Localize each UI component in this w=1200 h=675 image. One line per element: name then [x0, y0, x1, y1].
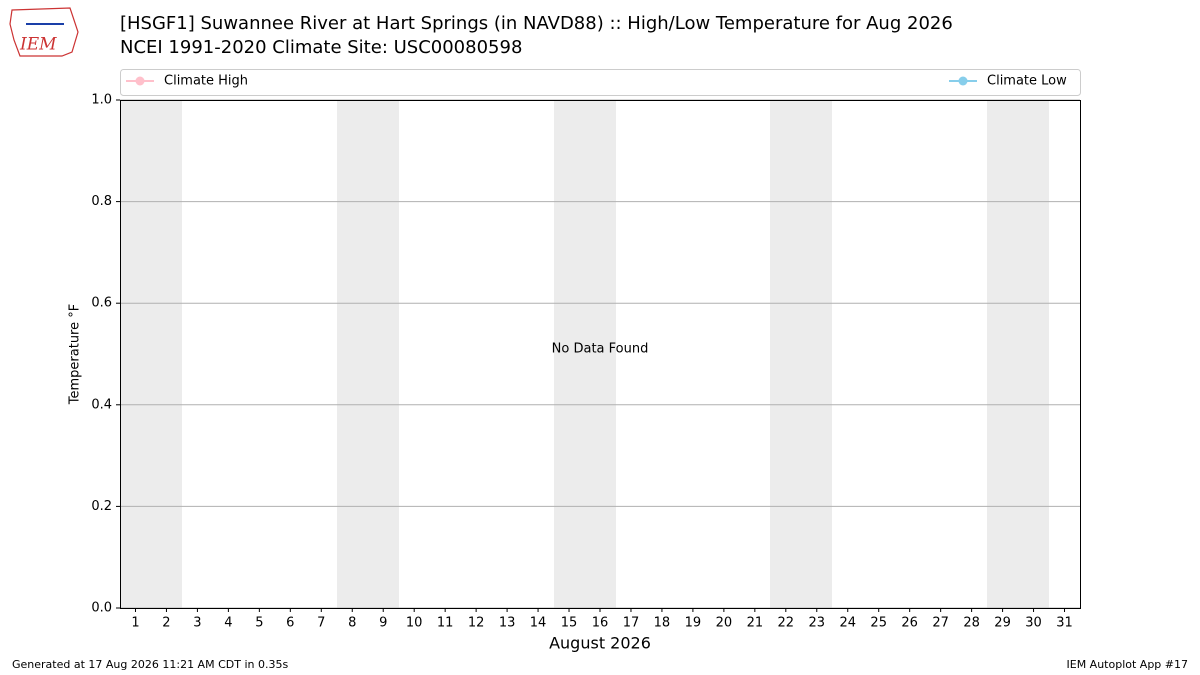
annotation: No Data Found [552, 342, 649, 357]
x-tick-label: 21 [747, 616, 764, 631]
x-tick-label: 28 [963, 616, 980, 631]
x-tick-label: 4 [224, 616, 232, 631]
x-tick-label: 16 [592, 616, 609, 631]
logo: IEM [9, 7, 79, 57]
weekend-band [120, 100, 182, 608]
x-tick-label: 1 [131, 616, 139, 631]
x-tick-label: 14 [530, 616, 547, 631]
y-tick-label: 0.0 [91, 601, 112, 616]
logo-text: IEM [19, 35, 57, 55]
x-tick-label: 18 [654, 616, 671, 631]
x-tick-label: 7 [317, 616, 325, 631]
x-tick-label: 12 [468, 616, 485, 631]
chart-subtitle: NCEI 1991-2020 Climate Site: USC00080598 [120, 37, 522, 58]
footer-right: IEM Autoplot App #17 [1067, 658, 1189, 671]
legend-box [120, 69, 1081, 96]
x-tick-label: 26 [901, 616, 918, 631]
x-tick-label: 19 [685, 616, 702, 631]
logo-outline [9, 7, 79, 57]
x-tick-label: 9 [379, 616, 387, 631]
x-tick-label: 27 [932, 616, 949, 631]
y-tick-label: 0.4 [91, 397, 112, 412]
legend-marker [135, 76, 145, 86]
legend-label: Climate Low [987, 74, 1067, 89]
weekend-band [554, 100, 616, 608]
x-tick-label: 10 [406, 616, 423, 631]
x-tick-label: 24 [839, 616, 856, 631]
x-tick-label: 23 [809, 616, 826, 631]
x-tick-label: 20 [716, 616, 733, 631]
x-tick-label: 17 [623, 616, 640, 631]
x-tick-label: 2 [162, 616, 170, 631]
x-tick-label: 29 [994, 616, 1011, 631]
x-axis-label: August 2026 [549, 634, 651, 653]
x-tick-label: 5 [255, 616, 263, 631]
weekend-bands [120, 100, 1049, 608]
x-tick-label: 31 [1056, 616, 1073, 631]
x-tick-label: 8 [348, 616, 356, 631]
y-tick-label: 0.2 [91, 499, 112, 514]
chart-title: [HSGF1] Suwannee River at Hart Springs (… [120, 13, 953, 34]
footer-left: Generated at 17 Aug 2026 11:21 AM CDT in… [12, 658, 288, 671]
x-tick-label: 22 [778, 616, 795, 631]
x-tick-label: 6 [286, 616, 294, 631]
weekend-band [337, 100, 399, 608]
x-tick-label: 25 [870, 616, 887, 631]
legend-marker [958, 76, 968, 86]
x-tick-label: 11 [437, 616, 454, 631]
x-tick-label: 30 [1025, 616, 1042, 631]
y-tick-label: 0.8 [91, 194, 112, 209]
y-tick-label: 0.6 [91, 296, 112, 311]
legend-label: Climate High [164, 74, 248, 89]
x-tick-label: 3 [193, 616, 201, 631]
weekend-band [987, 100, 1049, 608]
x-tick-label: 15 [561, 616, 578, 631]
weekend-band [770, 100, 832, 608]
y-axis-label: Temperature °F [68, 304, 83, 405]
y-tick-label: 1.0 [91, 93, 112, 108]
x-tick-label: 13 [499, 616, 516, 631]
